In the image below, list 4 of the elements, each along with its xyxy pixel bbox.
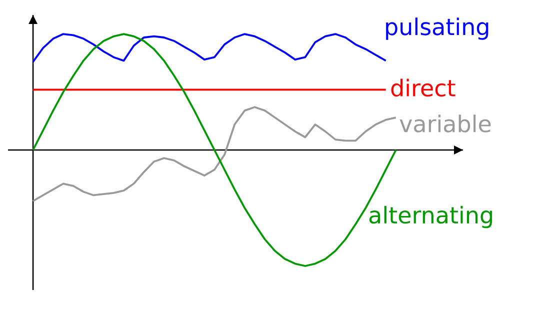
series-label: variable bbox=[400, 114, 491, 132]
series-label: direct bbox=[391, 78, 456, 97]
series-label: pulsating bbox=[386, 18, 488, 40]
series-label: alternating bbox=[369, 206, 492, 228]
